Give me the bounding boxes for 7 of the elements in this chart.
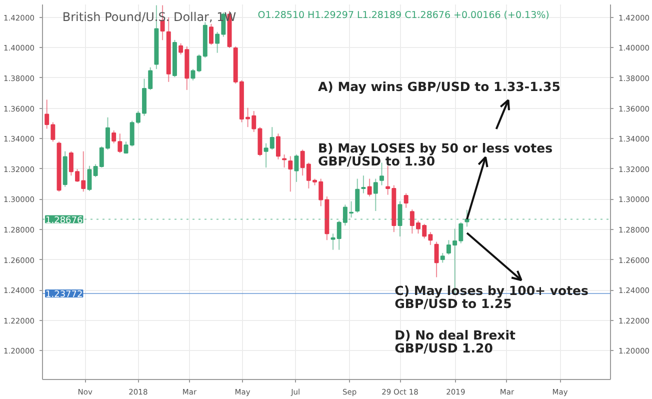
- annotation: A) May wins GBP/USD to 1.33-1.35: [318, 78, 560, 94]
- annotation: B) May LOSES by 50 or less votes GBP/USD to 1.30: [318, 140, 553, 169]
- text: O1.28510 H1.29297 L1.28189 C1.28676 +0.00166 (+0.13%): [258, 10, 550, 22]
- annotation: D) No deal Brexit GBP/USD 1.20: [394, 327, 516, 356]
- annotation: C) May loses by 100+ votes GBP/USD to 1.25: [394, 282, 588, 311]
- ref-line-label: 1.28676: [46, 216, 83, 226]
- ref-line-label: 1.23772: [46, 290, 83, 300]
